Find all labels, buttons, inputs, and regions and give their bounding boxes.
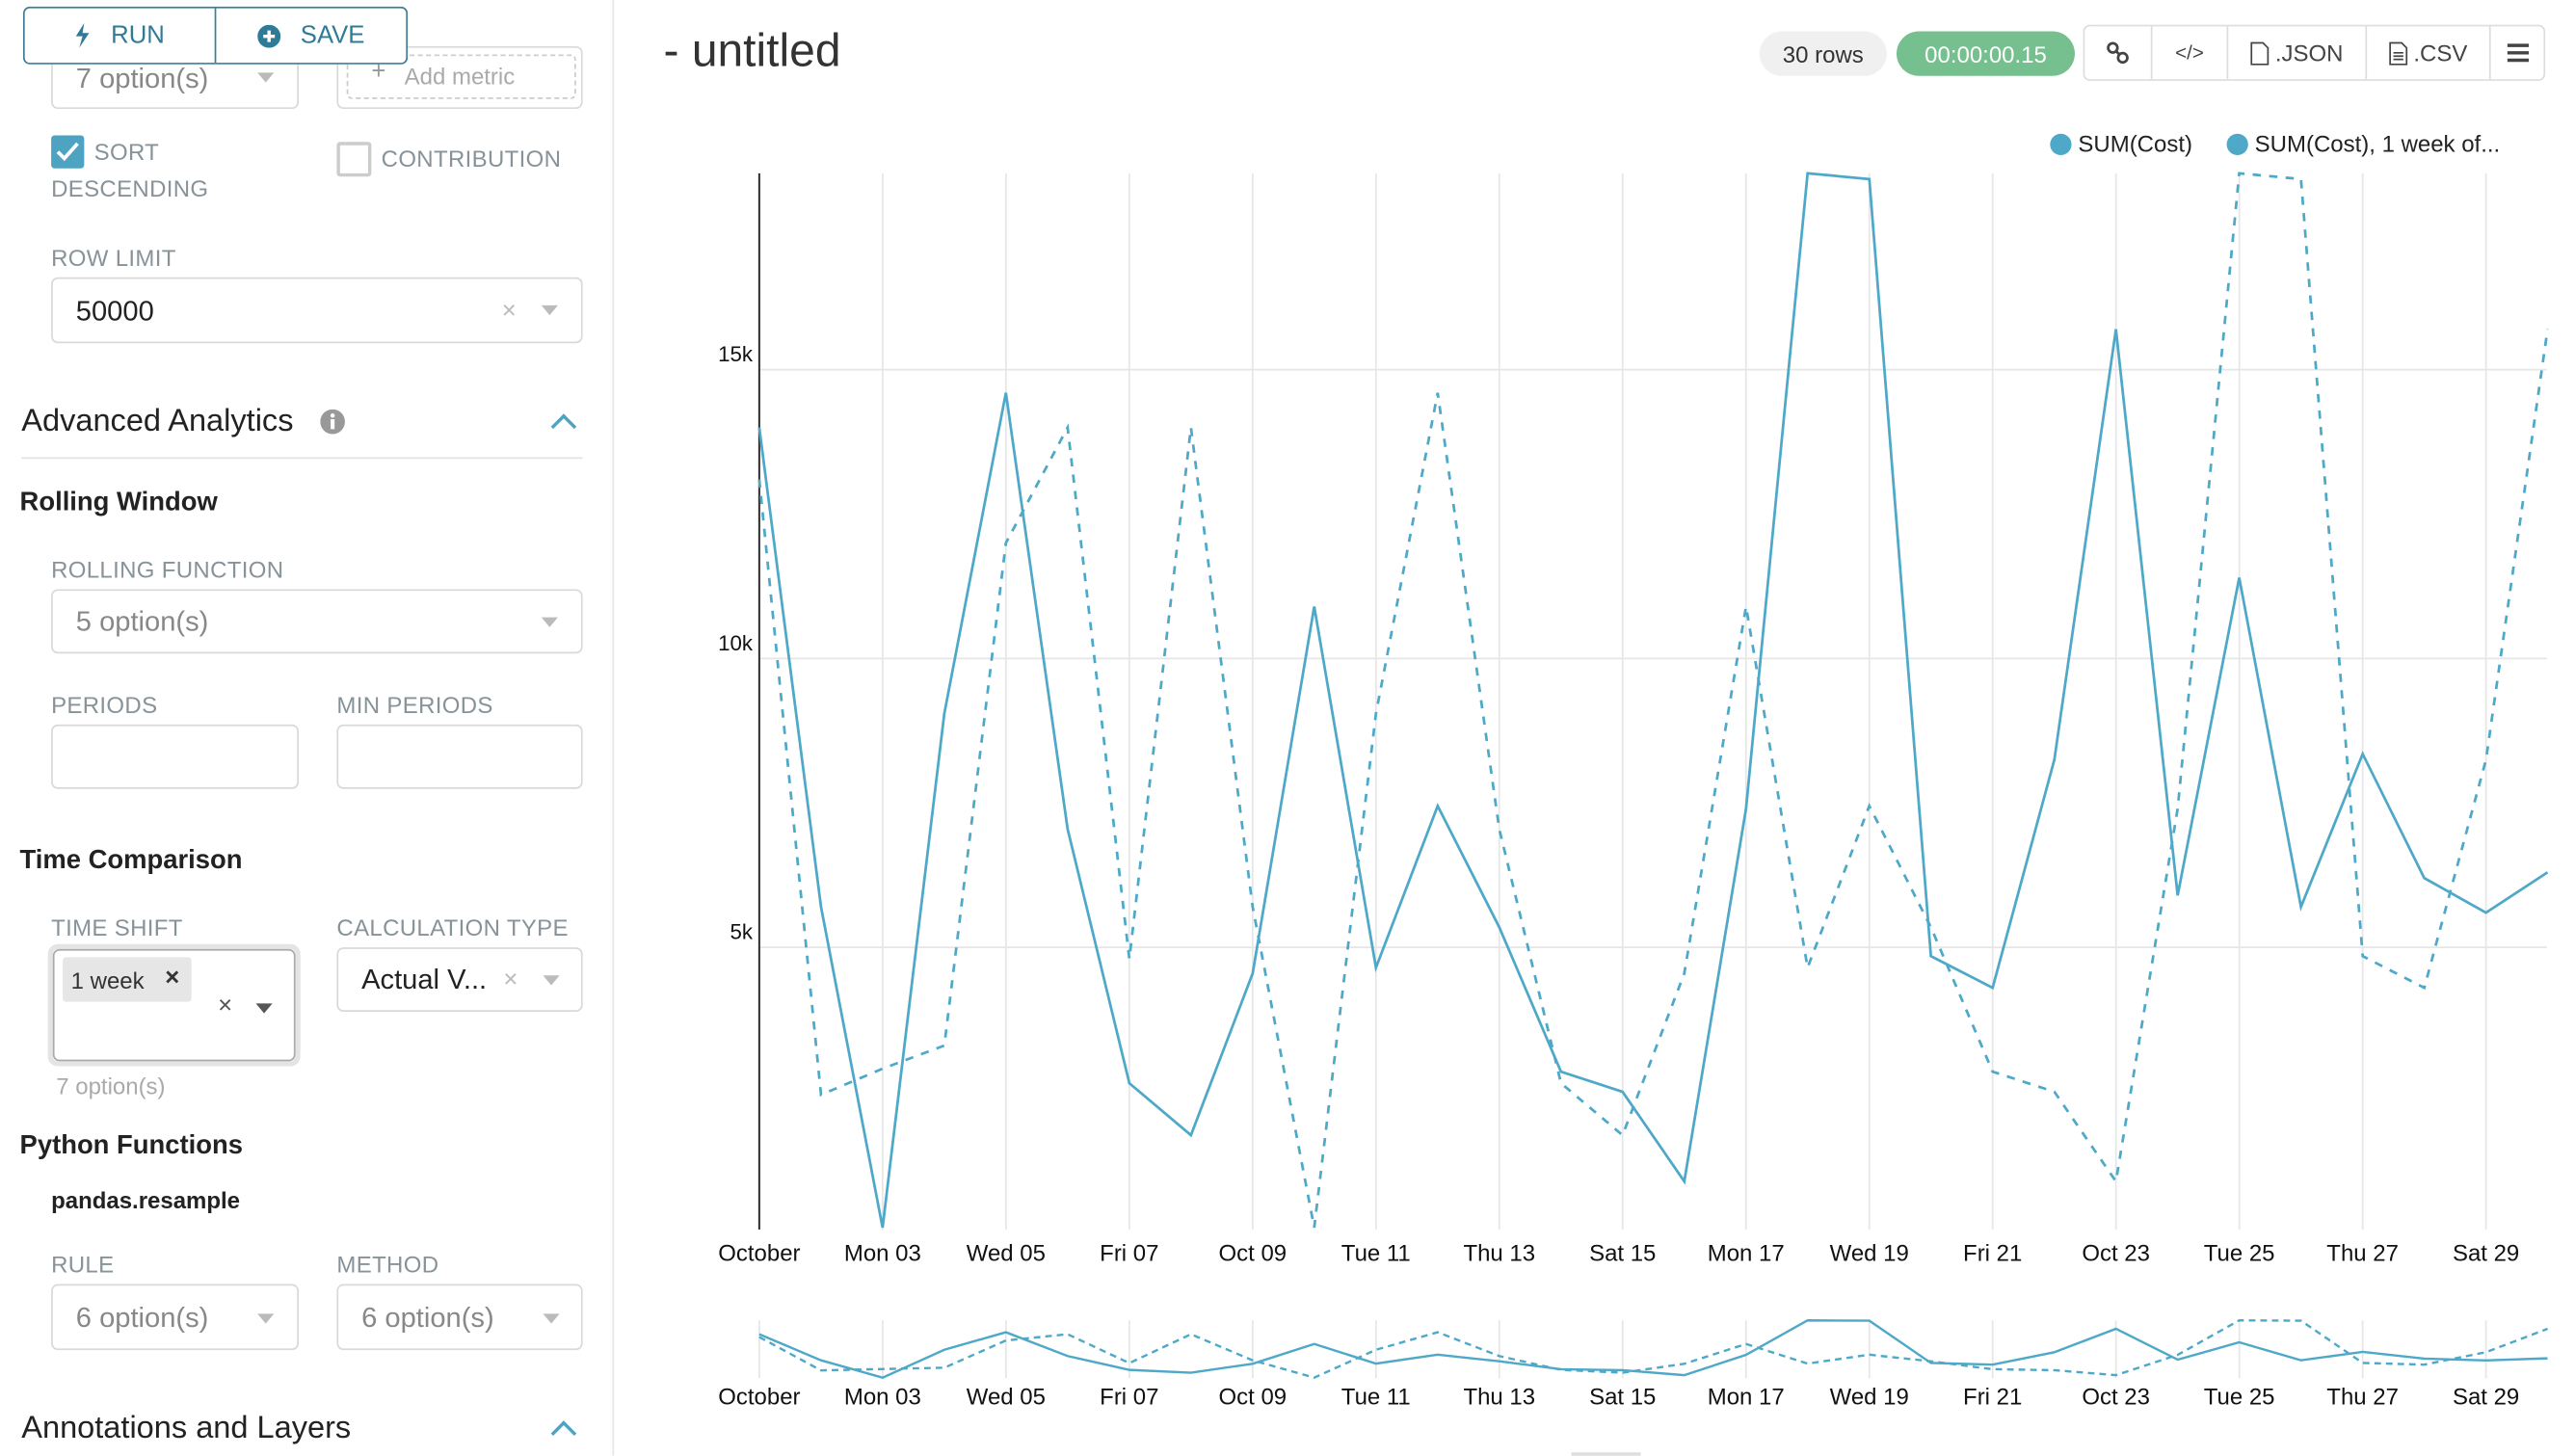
brush-series-line-2 bbox=[759, 1320, 2548, 1377]
brush-x-tick-label: Fri 07 bbox=[1100, 1385, 1158, 1411]
x-tick-label: Thu 27 bbox=[2326, 1241, 2399, 1267]
brush-handle bbox=[1572, 1452, 1641, 1455]
save-label: SAVE bbox=[301, 21, 365, 49]
x-tick-label: Tue 25 bbox=[2204, 1241, 2275, 1267]
x-tick-label: Oct 23 bbox=[2082, 1241, 2150, 1267]
run-button[interactable]: RUN bbox=[25, 9, 215, 64]
x-tick-label: Mon 17 bbox=[1708, 1241, 1785, 1267]
x-tick-label: Thu 13 bbox=[1463, 1241, 1535, 1267]
brush-x-tick-label: Wed 19 bbox=[1830, 1385, 1909, 1411]
x-tick-label: Sat 15 bbox=[1589, 1241, 1656, 1267]
brush-x-tick-label: Thu 13 bbox=[1463, 1385, 1535, 1411]
brush-x-tick-label: Mon 17 bbox=[1708, 1385, 1785, 1411]
x-tick-label: Wed 19 bbox=[1830, 1241, 1909, 1267]
x-tick-label: Wed 05 bbox=[967, 1241, 1046, 1267]
query-button-group: RUN SAVE bbox=[23, 7, 408, 65]
x-tick-label: Oct 09 bbox=[1219, 1241, 1288, 1267]
x-tick-label: October bbox=[718, 1241, 800, 1267]
x-tick-label: Tue 11 bbox=[1341, 1241, 1411, 1267]
brush-x-tick-label: Mon 03 bbox=[844, 1385, 921, 1411]
save-button[interactable]: SAVE bbox=[215, 9, 407, 64]
brush-x-tick-label: Oct 09 bbox=[1219, 1385, 1288, 1411]
series-line-2 bbox=[759, 173, 2548, 1228]
x-tick-label: Fri 07 bbox=[1100, 1241, 1158, 1267]
y-tick-label: 15k bbox=[718, 342, 754, 366]
brush-x-tick-label: Wed 05 bbox=[967, 1385, 1046, 1411]
plus-circle-icon bbox=[257, 24, 280, 47]
brush-x-tick-label: Oct 23 bbox=[2082, 1385, 2150, 1411]
run-label: RUN bbox=[111, 21, 165, 49]
brush-x-tick-label: Fri 21 bbox=[1963, 1385, 2022, 1411]
brush-x-tick-label: Sat 29 bbox=[2453, 1385, 2519, 1411]
x-tick-label: Sat 29 bbox=[2453, 1241, 2519, 1267]
brush-x-tick-label: Sat 15 bbox=[1589, 1385, 1656, 1411]
y-tick-label: 10k bbox=[718, 631, 754, 655]
brush-x-tick-label: Tue 25 bbox=[2204, 1385, 2275, 1411]
brush-x-tick-label: October bbox=[718, 1385, 800, 1411]
brush-x-tick-label: Thu 27 bbox=[2326, 1385, 2399, 1411]
brush-x-tick-label: Tue 11 bbox=[1341, 1385, 1411, 1411]
x-tick-label: Fri 21 bbox=[1963, 1241, 2022, 1267]
bolt-icon bbox=[75, 23, 92, 48]
brush-series-line-1 bbox=[759, 1320, 2548, 1377]
y-tick-label: 5k bbox=[730, 920, 754, 944]
series-line-1 bbox=[759, 173, 2548, 1228]
x-tick-label: Mon 03 bbox=[844, 1241, 921, 1267]
